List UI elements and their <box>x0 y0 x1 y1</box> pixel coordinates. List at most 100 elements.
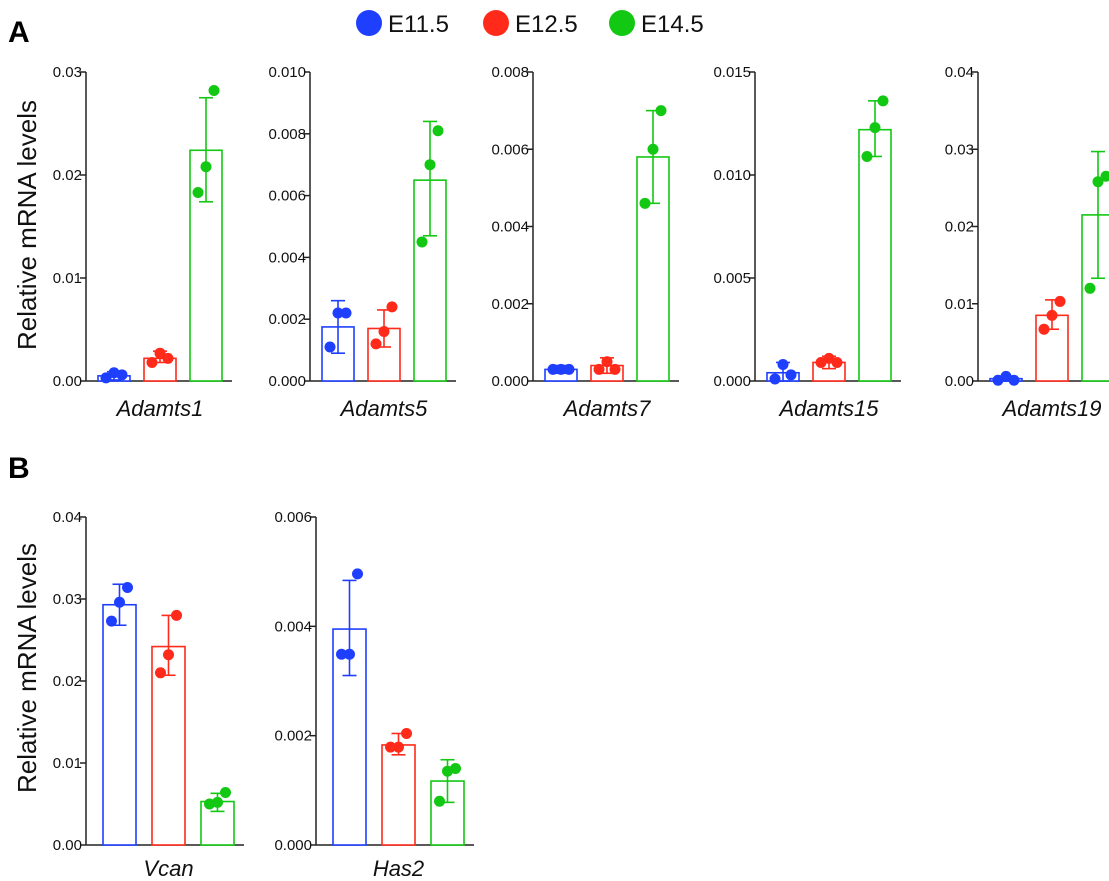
panel-letter-b: B <box>8 452 30 485</box>
y-tick-label: 0.010 <box>268 64 306 81</box>
data-point <box>212 796 223 808</box>
data-point <box>324 341 336 353</box>
gene-label: Adamts1 <box>115 396 204 421</box>
y-axis-label-b: Relative mRNA levels <box>12 543 42 793</box>
y-tick-label: 0.01 <box>53 755 82 772</box>
data-point <box>116 369 128 381</box>
gene-label: Has2 <box>373 856 424 881</box>
data-point <box>385 741 396 753</box>
data-point <box>647 143 659 155</box>
data-point <box>432 125 444 137</box>
y-tick-label: 0.004 <box>491 219 529 236</box>
chart-adamts1: 0.00 0.01 0.02 0.03 Adamts1 <box>53 64 232 421</box>
bar-e145 <box>858 128 892 382</box>
data-point <box>424 159 436 171</box>
data-point <box>869 122 881 134</box>
gene-label: Adamts5 <box>339 396 429 421</box>
data-point <box>1046 309 1058 321</box>
y-tick-label: 0.000 <box>491 373 529 390</box>
y-tick-label: 0.002 <box>268 311 306 328</box>
data-point <box>370 338 382 350</box>
data-point <box>769 373 781 385</box>
legend-marker-e12 <box>483 10 509 36</box>
legend-marker-e11 <box>356 10 382 36</box>
data-point <box>1084 282 1096 294</box>
data-point <box>100 372 112 384</box>
data-point <box>1054 295 1066 307</box>
y-tick-label: 0.004 <box>268 249 306 266</box>
legend-label-e11: E11.5 <box>388 11 449 38</box>
y-tick-label: 0.02 <box>53 673 82 690</box>
y-tick-label: 0.002 <box>274 728 312 745</box>
data-point <box>785 369 797 381</box>
data-point <box>386 301 398 313</box>
data-point <box>434 795 445 807</box>
chart-adamts19: 0.00 0.01 0.02 0.03 0.04 Adamts19 <box>945 64 1109 421</box>
chart-vcan: 0.00 0.01 0.02 0.03 0.04 Vcan <box>53 509 244 881</box>
y-tick-label: 0.03 <box>53 591 82 608</box>
y-tick-label: 0.000 <box>274 837 312 854</box>
charts-layer: 0.00 0.01 0.02 0.03 Adamts1 0.000 0.002 0.004 0.… <box>53 64 1109 881</box>
data-point <box>200 161 212 173</box>
panel-letter-a: A <box>8 16 30 49</box>
data-point <box>877 95 889 107</box>
y-tick-label: 0.002 <box>491 296 529 313</box>
data-point <box>1038 323 1050 335</box>
data-point <box>171 609 182 621</box>
y-tick-label: 0.006 <box>274 509 312 526</box>
data-point <box>1092 176 1104 188</box>
data-point <box>106 615 117 627</box>
gene-label: Adamts19 <box>1000 396 1101 421</box>
y-tick-label: 0.004 <box>274 618 312 635</box>
y-tick-label: 0.02 <box>945 219 974 236</box>
y-tick-label: 0.006 <box>491 141 529 158</box>
data-point <box>639 197 651 209</box>
data-point <box>831 356 843 368</box>
legend-label-e12: E12.5 <box>515 11 578 38</box>
data-point <box>208 85 220 97</box>
bar-e115 <box>102 603 137 846</box>
y-tick-label: 0.010 <box>713 167 751 184</box>
y-tick-label: 0.000 <box>713 373 751 390</box>
bar-e125 <box>381 744 416 846</box>
data-point <box>1008 374 1020 386</box>
y-tick-label: 0.008 <box>491 64 529 81</box>
legend-marker-e14 <box>609 10 635 36</box>
data-point <box>378 326 390 338</box>
y-tick-label: 0.02 <box>53 167 82 184</box>
data-point <box>122 582 133 594</box>
data-point <box>146 356 158 368</box>
data-point <box>336 648 347 660</box>
bar-e145 <box>200 800 235 846</box>
gene-label: Vcan <box>143 856 193 881</box>
y-tick-label: 0.000 <box>268 373 306 390</box>
data-point <box>154 347 166 359</box>
data-point <box>1100 170 1109 182</box>
y-tick-label: 0.00 <box>53 837 82 854</box>
data-point <box>220 787 231 799</box>
data-point <box>114 596 125 608</box>
data-point <box>163 649 174 661</box>
data-point <box>192 187 204 199</box>
gene-label: Adamts7 <box>562 396 652 421</box>
y-tick-label: 0.00 <box>945 373 974 390</box>
data-point <box>416 236 428 248</box>
gene-label: Adamts15 <box>777 396 879 421</box>
data-point <box>340 307 352 319</box>
data-point <box>655 105 667 117</box>
data-point <box>547 363 559 375</box>
y-tick-label: 0.008 <box>268 126 306 143</box>
y-tick-label: 0.006 <box>268 188 306 205</box>
chart-adamts15: 0.000 0.005 0.010 0.015 Adamts15 <box>713 64 901 421</box>
data-point <box>352 568 363 580</box>
y-tick-label: 0.00 <box>53 373 82 390</box>
data-point <box>563 363 575 375</box>
y-tick-label: 0.015 <box>713 64 751 81</box>
y-tick-label: 0.03 <box>53 64 82 81</box>
data-point <box>861 150 873 162</box>
legend-label-e14: E14.5 <box>641 11 704 38</box>
data-point <box>155 667 166 679</box>
y-axis-label-a: Relative mRNA levels <box>12 100 42 350</box>
data-point <box>344 648 355 660</box>
